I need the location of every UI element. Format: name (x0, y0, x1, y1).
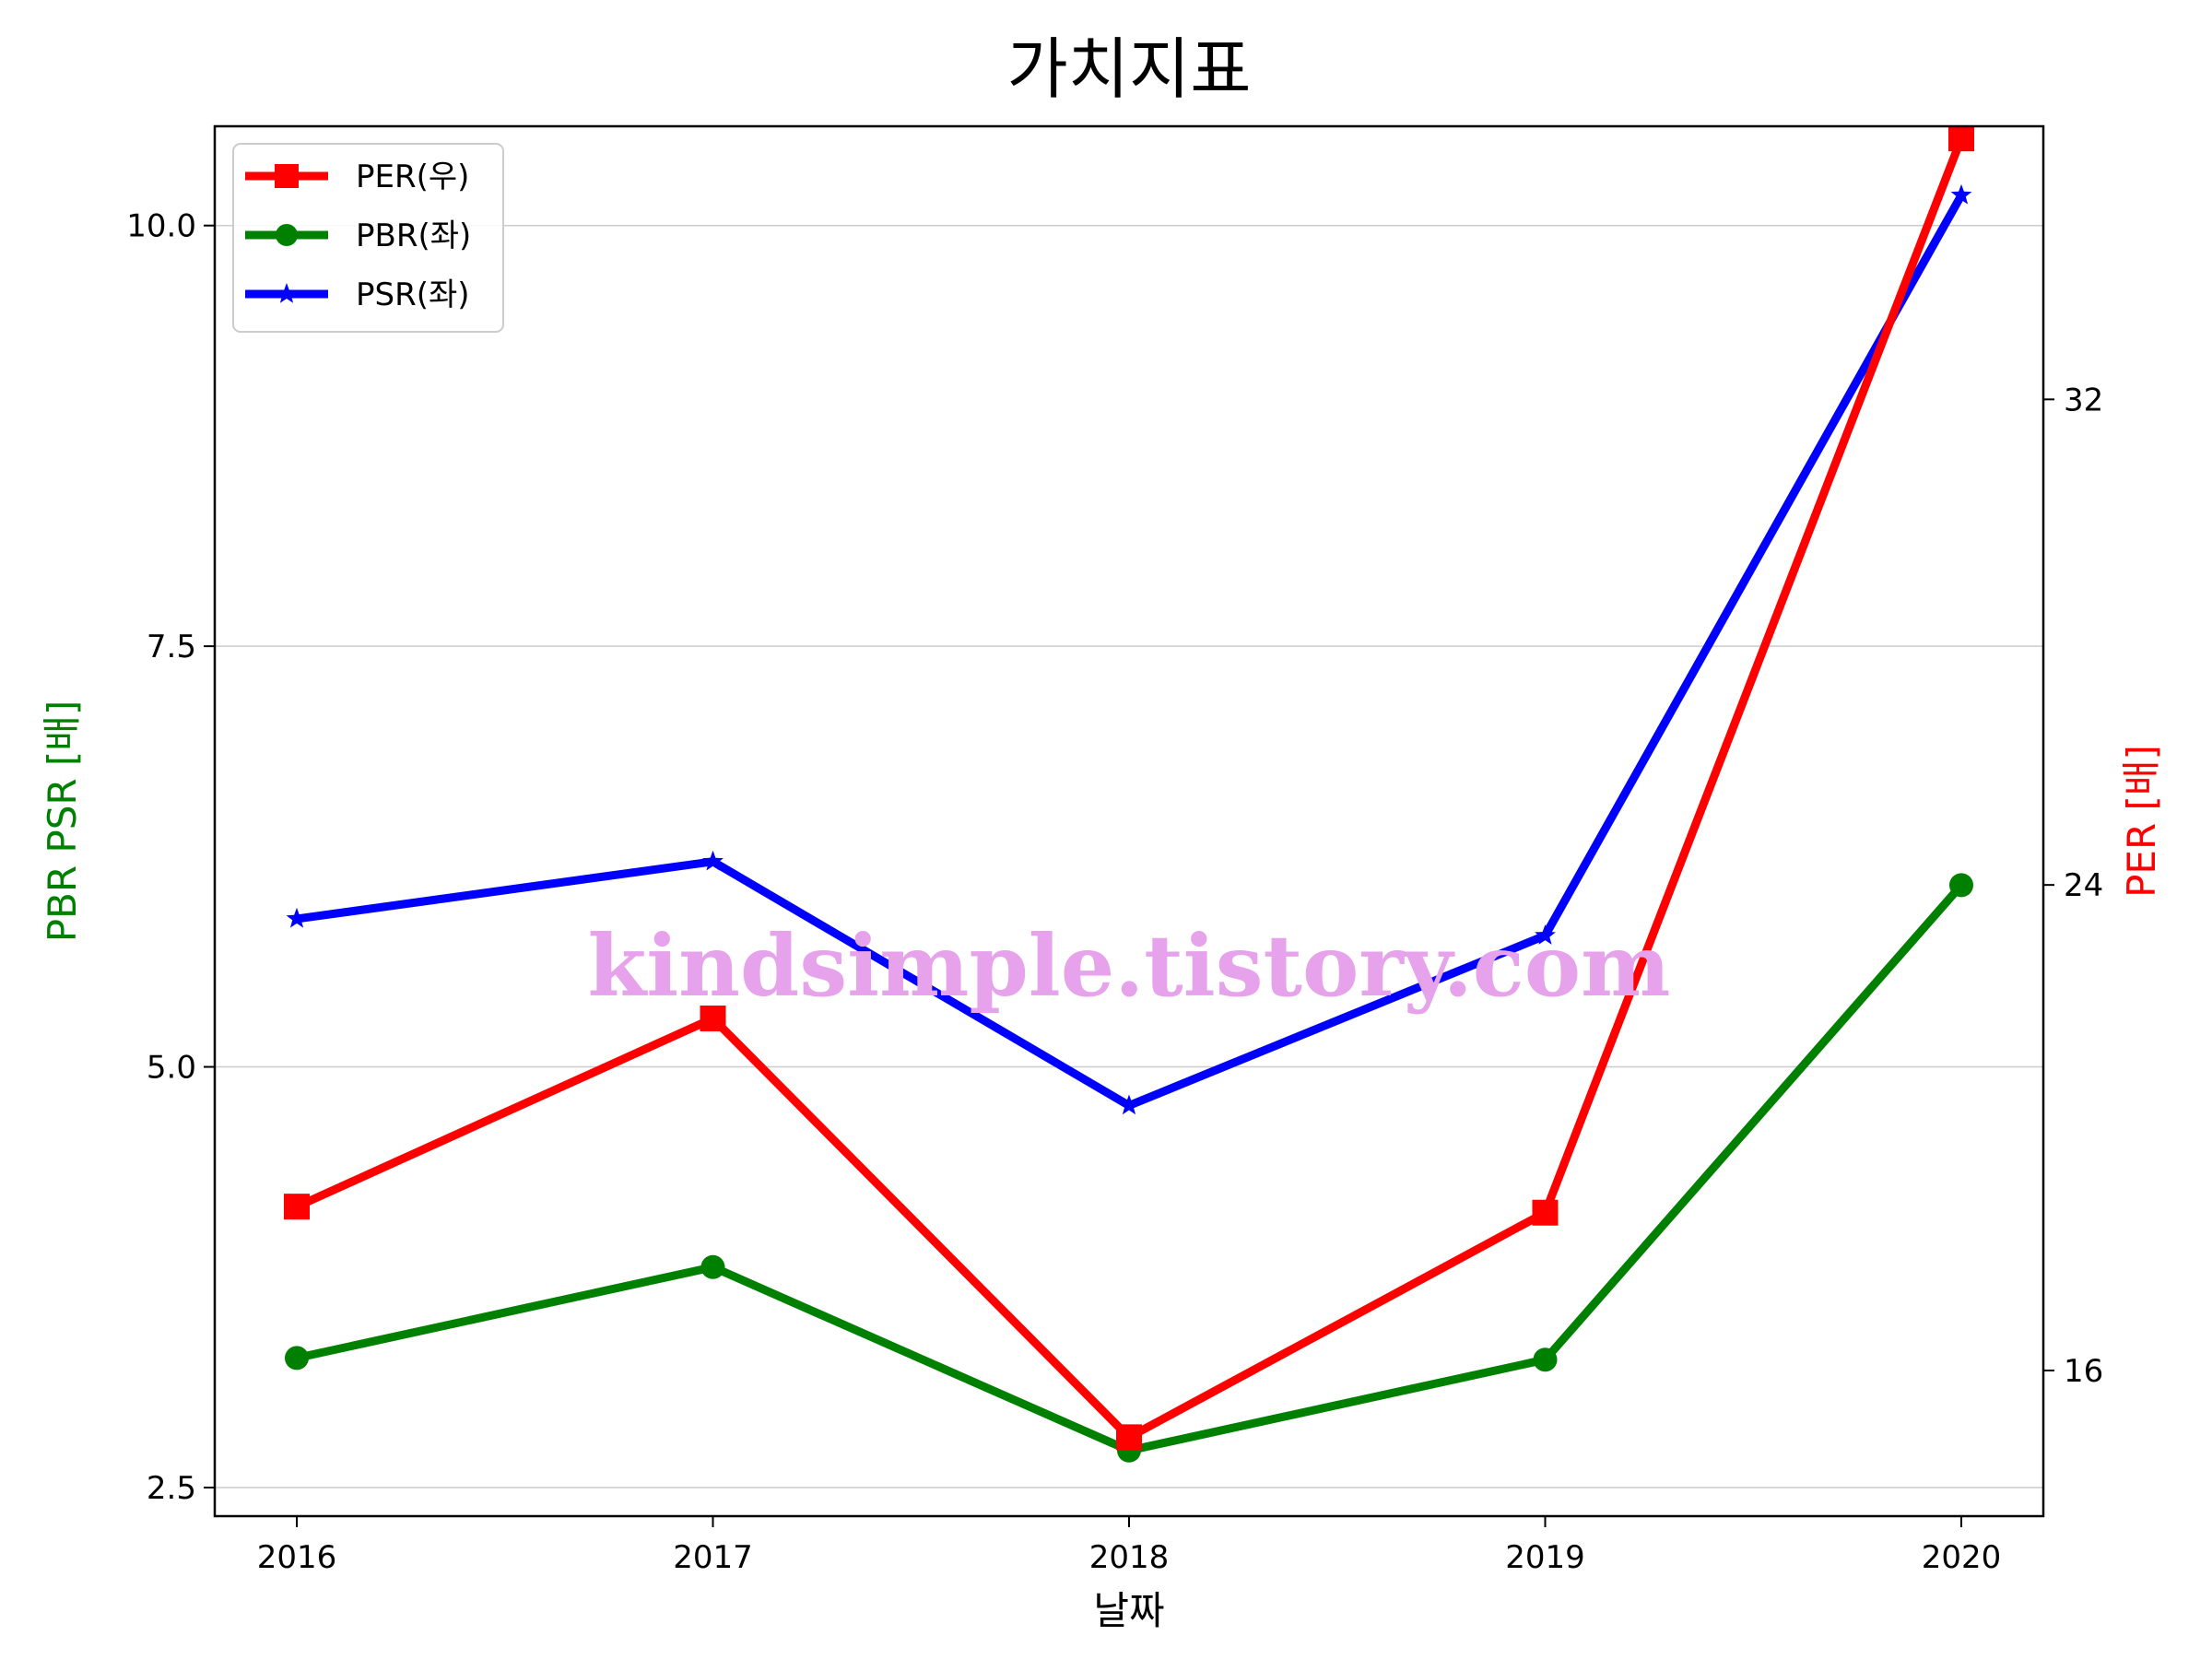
data-point-star-2019 (1535, 924, 1556, 945)
right-tick-label: 16 (2064, 1353, 2103, 1390)
legend-label: PER(우) (356, 159, 469, 195)
right-axis-label: PER [배] (2119, 745, 2164, 898)
data-point-star-2020 (1950, 183, 1972, 205)
left-tick-label: 2.5 (147, 1470, 196, 1507)
right-tick-label: 24 (2064, 867, 2103, 904)
x-axis-label: 날짜 (1093, 1588, 1164, 1633)
legend-box (232, 143, 504, 333)
data-point-star-2017 (702, 850, 724, 871)
left-axis-label: PBR PSR [배] (40, 700, 85, 943)
legend-marker-square (275, 164, 299, 188)
legend: PER(우) PBR(좌) PSR(좌) (232, 143, 504, 333)
legend-label: PSR(좌) (356, 276, 470, 313)
watermark-text: kindsimple.tistory.com (587, 916, 1670, 1016)
series-square-group (284, 125, 1974, 1451)
series-star-group (286, 183, 1972, 1115)
data-point-star-2018 (1118, 1094, 1140, 1115)
right-axis: 16 24 32 (2043, 382, 2103, 1390)
chart-title: 가치지표 (1007, 30, 1252, 108)
x-tick-label: 2018 (1089, 1539, 1170, 1576)
data-point-square-2018 (1116, 1424, 1142, 1451)
series-layer (284, 125, 1974, 1463)
x-tick-label: 2016 (257, 1539, 337, 1576)
x-tick-label: 2020 (1922, 1539, 2002, 1576)
legend-marker-star (276, 283, 298, 303)
data-point-circle-2017 (700, 1254, 725, 1279)
data-point-star-2016 (286, 907, 308, 928)
legend-label: PBR(좌) (356, 218, 471, 254)
left-tick-label: 10.0 (126, 208, 196, 245)
legend-marker-circle (276, 224, 298, 246)
data-point-square-2017 (700, 1006, 726, 1032)
series-circle-group (285, 873, 1973, 1463)
gridlines (215, 224, 2043, 1488)
left-axis: 2.5 5.0 7.5 10.0 (126, 208, 215, 1507)
right-tick-label: 32 (2064, 382, 2103, 418)
left-tick-label: 7.5 (147, 629, 196, 665)
data-point-square-2016 (284, 1194, 310, 1220)
data-point-circle-2019 (1533, 1347, 1558, 1372)
left-tick-label: 5.0 (147, 1050, 196, 1087)
data-point-square-2020 (1948, 125, 1974, 152)
data-point-square-2019 (1532, 1199, 1559, 1226)
x-axis: 2016 2017 2018 2019 2020 (257, 1516, 2002, 1576)
data-point-circle-2020 (1949, 873, 1973, 898)
x-tick-label: 2017 (673, 1539, 753, 1576)
x-tick-label: 2019 (1505, 1539, 1585, 1576)
data-point-circle-2016 (285, 1346, 309, 1371)
